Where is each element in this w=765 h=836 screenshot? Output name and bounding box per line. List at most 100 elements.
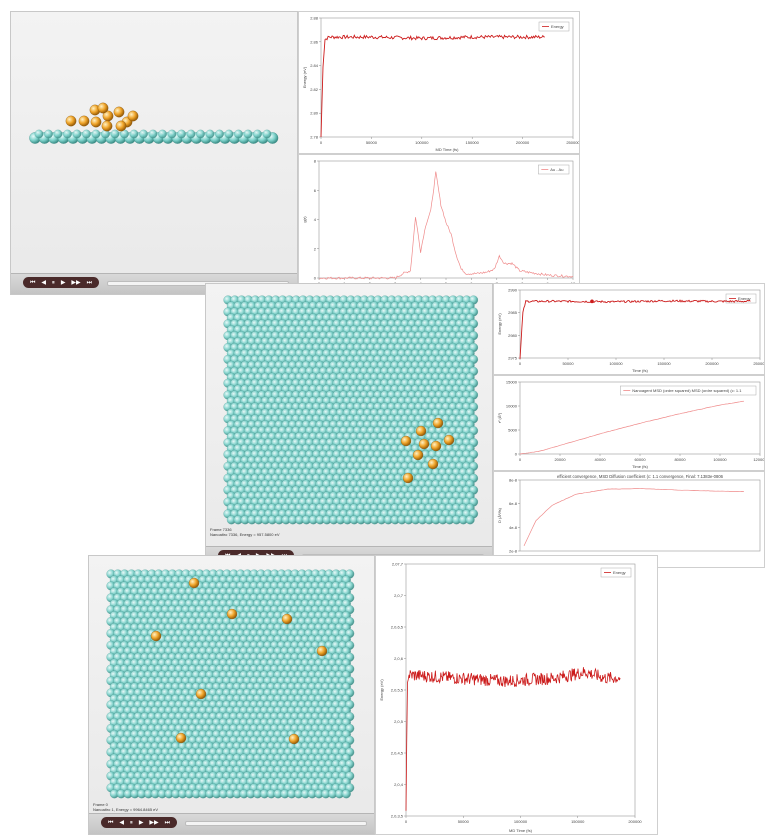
- legend-box: [538, 164, 570, 175]
- x-tick-label: 200000: [705, 361, 719, 366]
- series-line: [318, 171, 573, 280]
- y-tick-label: 2.78: [310, 135, 319, 140]
- playback-controls-1[interactable]: ⏮ ◀ ⏸ ▶ ▶▶ ⏭: [23, 277, 99, 288]
- x-tick-label: 150000: [657, 361, 671, 366]
- substrate-atom: [253, 129, 262, 139]
- x-tick-label: 200000: [628, 819, 642, 824]
- substrate-atom: [158, 129, 167, 139]
- y-tick-label: 2,0,5,5: [391, 688, 404, 693]
- skip-forward-icon[interactable]: ⏭: [86, 278, 92, 286]
- x-tick-label: 0: [405, 819, 408, 824]
- x-tick-label: 60000: [634, 457, 646, 462]
- au-atom: [195, 688, 207, 700]
- substrate-atom: [234, 129, 243, 139]
- y-axis-label: r² (Å²): [497, 412, 502, 423]
- au-atom: [412, 449, 424, 461]
- au-atoms: [65, 102, 139, 132]
- atom-scene-3: [106, 569, 355, 799]
- au-atom: [175, 732, 187, 744]
- y-tick-label: 0: [515, 452, 518, 457]
- substrate-atom: [224, 129, 234, 139]
- series-line: [519, 400, 745, 455]
- legend-label: Energy: [613, 570, 626, 575]
- x-tick-label: 150000: [466, 140, 480, 145]
- y-tick-label: 2.86: [310, 39, 319, 44]
- skip-back-icon[interactable]: ⏮: [107, 818, 114, 826]
- substrate-atom: [341, 789, 351, 799]
- energy-plot-3: 0 50000 100000 150000 200000 2,07,7 2,0,7 2,0,6…: [375, 555, 658, 835]
- substrate-atom: [139, 129, 148, 139]
- playback-controls-3[interactable]: ⏮ ◀ ⏸ ▶ ▶▶ ⏭: [101, 817, 177, 828]
- molecule-viewer-3[interactable]: Frame 0 Nanoaltro 1, Energy = 9964.8465 …: [88, 555, 375, 835]
- substrate-atom: [215, 129, 224, 139]
- substrate-atom: [44, 129, 53, 139]
- y-tick-label: 2.82: [310, 87, 319, 92]
- window-au-cluster-sideview: ⏮ ◀ ⏸ ▶ ▶▶ ⏭ 0 50000 100000 150000 200000 250…: [10, 11, 580, 295]
- au-atom: [443, 434, 455, 446]
- x-tick-label: 200000: [516, 140, 530, 145]
- molecule-viewer-1[interactable]: ⏮ ◀ ⏸ ▶ ▶▶ ⏭: [10, 11, 298, 295]
- substrate-atom: [243, 129, 253, 139]
- y-tick-label: 2,07,7: [392, 562, 404, 567]
- substrate-atom: [177, 129, 186, 139]
- y-axis-label: Energy (eV): [302, 66, 307, 88]
- au-atom: [415, 425, 427, 437]
- skip-forward-icon[interactable]: ⏭: [164, 818, 170, 826]
- x-tick-label: 100000: [514, 819, 528, 824]
- y-tick-label: 2e-8: [509, 549, 518, 554]
- au-atom: [402, 472, 414, 484]
- x-tick-label: 50000: [562, 361, 574, 366]
- pause-icon[interactable]: ⏸: [51, 278, 55, 286]
- play-icon[interactable]: ▶: [60, 278, 66, 286]
- y-tick-label: 2985: [508, 310, 518, 315]
- frame-slider-3[interactable]: [185, 821, 367, 826]
- au-atom: [65, 115, 77, 127]
- substrate-atom: [91, 129, 101, 139]
- au-atom: [97, 102, 109, 114]
- msd-plot-2: 0200004000060000800001000001200001500010…: [493, 375, 765, 471]
- play-icon[interactable]: ▶: [138, 818, 144, 826]
- series-line: [523, 488, 745, 547]
- au-atom: [427, 458, 439, 470]
- substrate-atom: [465, 515, 475, 525]
- legend-box: [620, 385, 757, 396]
- legend-label: Nanoagent MSD (ordre squared) MSD (ordre…: [632, 388, 742, 393]
- au-atoms: [150, 577, 328, 745]
- playback-bar-3: ⏮ ◀ ⏸ ▶ ▶▶ ⏭: [89, 813, 374, 834]
- window-scattered-au-topview: Frame 0 Nanoaltro 1, Energy = 9964.8465 …: [88, 555, 658, 835]
- au-atom: [150, 630, 162, 642]
- substrate-atom: [63, 129, 72, 139]
- skip-back-icon[interactable]: ⏮: [29, 278, 36, 286]
- substrate-atom: [53, 129, 63, 139]
- x-axis-label: MD Time (fs): [436, 147, 460, 152]
- step-forward-icon[interactable]: ▶▶: [71, 278, 81, 286]
- frame-caption-3: Frame 0 Nanoaltro 1, Energy = 9964.8465 …: [93, 802, 158, 812]
- pause-icon[interactable]: ⏸: [129, 818, 133, 826]
- series-line: [519, 299, 751, 360]
- x-tick-label: 100000: [713, 457, 727, 462]
- x-tick-label: 50000: [458, 819, 470, 824]
- plot-area: [519, 479, 761, 552]
- x-axis-label: Time (fs): [632, 368, 648, 373]
- substrate-atom: [186, 129, 196, 139]
- substrate-slab: [29, 129, 279, 144]
- substrate-lattice: [223, 295, 479, 525]
- substrate-atom: [110, 129, 120, 139]
- legend-box: [600, 567, 632, 578]
- step-back-icon[interactable]: ◀: [119, 818, 124, 826]
- step-back-icon[interactable]: ◀: [41, 278, 46, 286]
- y-tick-label: 2.80: [310, 111, 319, 116]
- substrate-atom: [205, 129, 215, 139]
- y-tick-label: 0: [314, 276, 317, 281]
- y-tick-label: 6e-8: [509, 501, 518, 506]
- substrate-atom: [196, 129, 205, 139]
- molecule-viewer-2[interactable]: Frame 7336 Nanoaltro 7336, Energy = 957.…: [205, 283, 493, 568]
- x-tick-label: 80000: [674, 457, 686, 462]
- y-axis-label: Energy (eV): [379, 679, 384, 701]
- y-axis-label: D (Å²/fs): [497, 507, 502, 523]
- au-atom: [127, 110, 139, 122]
- step-forward-icon[interactable]: ▶▶: [149, 818, 159, 826]
- y-tick-label: 2.84: [310, 63, 319, 68]
- legend-label: Energy: [551, 24, 564, 29]
- au-atom: [281, 613, 293, 625]
